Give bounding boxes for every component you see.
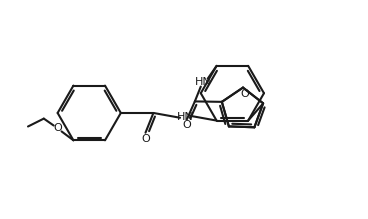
Text: HN: HN <box>177 112 193 122</box>
Text: O: O <box>141 134 150 144</box>
Text: O: O <box>53 124 62 133</box>
Text: O: O <box>241 88 250 99</box>
Text: HN: HN <box>194 77 211 87</box>
Text: O: O <box>183 120 191 130</box>
